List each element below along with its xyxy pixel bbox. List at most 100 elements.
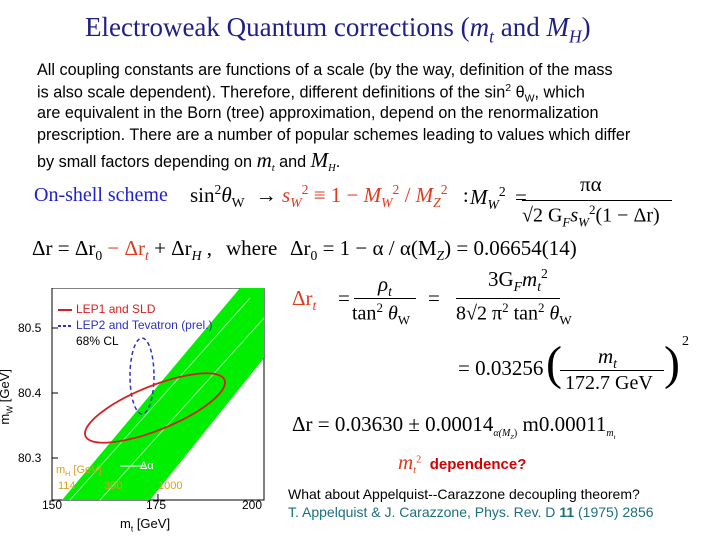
eq1-mw-sup: 2 xyxy=(392,182,400,197)
eq-delta-r0: Δr0 = 1 − α / α(MZ) = 0.06654(14) xyxy=(290,236,577,264)
eq4-den2-theta: θ xyxy=(544,302,560,325)
eq-delta-r: Δr = Δr0 − Δrt + ΔrH , xyxy=(32,236,212,264)
body-line-5-mt: m xyxy=(256,148,272,172)
eq2-lhs-sup: 2 xyxy=(498,184,506,199)
y-axis-title-unit: [GeV] xyxy=(0,368,13,403)
eq1-mw-sub: W xyxy=(381,195,393,211)
ytick-label-805: 80.5 xyxy=(18,321,42,335)
eq1-sub: W xyxy=(231,195,245,211)
eq1-mw: M xyxy=(363,183,382,207)
eq1-sw: s xyxy=(282,183,291,207)
footer-question: What about Appelquist--Carazzone decoupl… xyxy=(288,486,640,502)
eq4-lhs-sub: t xyxy=(312,298,317,314)
body-line-2-end: , which xyxy=(534,83,585,102)
body-line-5-and: and xyxy=(274,153,311,171)
eq4-eq2: = xyxy=(428,286,440,310)
onshell-label: On-shell scheme xyxy=(34,184,168,206)
title-mt-sub: t xyxy=(489,26,494,47)
mh-value-1000: 1000 xyxy=(158,480,183,492)
mh-label: mH [GeV] xyxy=(56,464,102,478)
eq3-dr: Δr = Δr xyxy=(32,236,96,260)
eq1-sw-sub: W xyxy=(290,195,302,211)
x-axis-title-m: m xyxy=(120,516,131,531)
eq5-coefficient: = 0.03256 xyxy=(458,356,544,380)
eq5-num: mt xyxy=(598,344,617,372)
eq3-dr0-mz: Z xyxy=(436,248,445,264)
eq6-sub-a-z: Z xyxy=(510,434,514,442)
blue-ellipse xyxy=(129,337,155,415)
eq3-where: where xyxy=(226,236,278,260)
eq2-eq: = xyxy=(514,185,527,209)
y-axis-title-m: m xyxy=(0,414,12,425)
eq2-numerator: πα xyxy=(580,172,602,196)
eq2-den-s: s xyxy=(570,204,579,227)
dep-m-sub: t xyxy=(413,465,417,477)
dep-text: dependence? xyxy=(429,456,527,473)
body-line-5: by small factors depending on mt and MH. xyxy=(37,148,340,174)
eq4-den1: tan2 θW xyxy=(352,300,410,329)
eq5-den: 172.7 GeV xyxy=(565,372,653,394)
eq4-den2-sub: W xyxy=(559,312,572,328)
eq4-den1-sub: W xyxy=(397,312,411,328)
mh-value-114: 114 xyxy=(58,480,76,492)
eq2-den-sub: F xyxy=(562,214,571,230)
eq5-mt-sub: t xyxy=(613,356,617,372)
y-axis-title-sub: W xyxy=(4,405,15,414)
body-line-2-theta: θ xyxy=(511,83,525,102)
eq6-delta-r-value: Δr = 0.03630 ± 0.00014α(MZ) m0.00011mt xyxy=(292,412,615,441)
eq4-num2-sub: F xyxy=(513,279,523,295)
eq4-lhs-text: Δr xyxy=(292,286,313,310)
eq3-sub-h: H xyxy=(191,248,202,264)
footer-reference: T. Appelquist & J. Carazzone, Phys. Rev.… xyxy=(288,504,654,520)
eq6-sub-a: α(M xyxy=(493,428,511,440)
xtick-label-175: 175 xyxy=(146,498,167,512)
eq1-mz-sub: Z xyxy=(433,195,441,211)
eq5-exponent: 2 xyxy=(682,334,689,349)
eq-mw-formula: MW2 = xyxy=(470,184,527,213)
eq4-num2-m-sub: t xyxy=(537,279,541,295)
eq2-den-s-sub: W xyxy=(578,214,590,230)
eq2-lhs: M xyxy=(470,185,488,209)
legend-lep2: LEP2 and Tevatron (prel.) xyxy=(76,318,213,332)
x-axis-title: mt [GeV] xyxy=(120,516,170,534)
mh-value-300: 300 xyxy=(104,480,123,492)
footer-ref-post: (1975) 2856 xyxy=(574,504,654,520)
dep-m-sup: 2 xyxy=(416,454,422,466)
eq4-num1: ρt xyxy=(378,272,392,300)
eq6-sub-m-t: t xyxy=(613,434,616,442)
eq6-mid: m0.00011 xyxy=(517,412,607,436)
eq6-sub-m: m xyxy=(606,428,614,440)
sm-band xyxy=(62,288,264,500)
eq5-right-paren: ) xyxy=(664,337,680,390)
ytick-label-804: 80.4 xyxy=(18,386,42,400)
eq2-fraction-bar xyxy=(522,200,672,201)
body-line-2: is also scale dependent). Therefore, dif… xyxy=(37,82,585,105)
eq5-fraction-bar xyxy=(560,370,664,371)
mh-label-m: m xyxy=(56,464,66,476)
eq4-den1-theta: θ xyxy=(382,302,398,325)
eq3-minus: − Δr xyxy=(102,236,146,260)
eq1-sup: 2 xyxy=(214,182,222,197)
page-title: Electroweak Quantum corrections (mt and … xyxy=(85,12,591,47)
y-axis-title: mW [GeV] xyxy=(0,369,15,425)
eq4-den2-sup: 2 xyxy=(502,300,509,315)
eq4-den2-tan-sup: 2 xyxy=(538,300,545,315)
body-line-5-mh-sub: H xyxy=(328,163,336,175)
body-line-3: are equivalent in the Born (tree) approx… xyxy=(37,104,599,122)
body-line-2-sup: 2 xyxy=(505,82,512,94)
eq2-den-end: (1 − Δr) xyxy=(595,204,660,227)
body-line-5-mt-sub: t xyxy=(271,163,275,175)
eq4-num2-m: m xyxy=(522,267,538,291)
title-text: Electroweak Quantum corrections ( xyxy=(85,12,470,42)
eq4-den2-tan: tan xyxy=(508,302,539,325)
body-line-5-mh: M xyxy=(310,148,329,172)
eq4-den2: 8√2 π2 tan2 θW xyxy=(456,300,572,329)
mh-label-unit: [GeV] xyxy=(70,464,102,476)
red-ellipse xyxy=(84,372,226,444)
eq1-sin: sin xyxy=(190,183,215,207)
eq2-den-s-sup: 2 xyxy=(589,202,596,217)
band-line-2 xyxy=(99,317,265,501)
xtick-label-200: 200 xyxy=(242,498,263,512)
eq3-dr0: Δr xyxy=(290,236,311,260)
mw-mt-plot xyxy=(51,287,265,501)
